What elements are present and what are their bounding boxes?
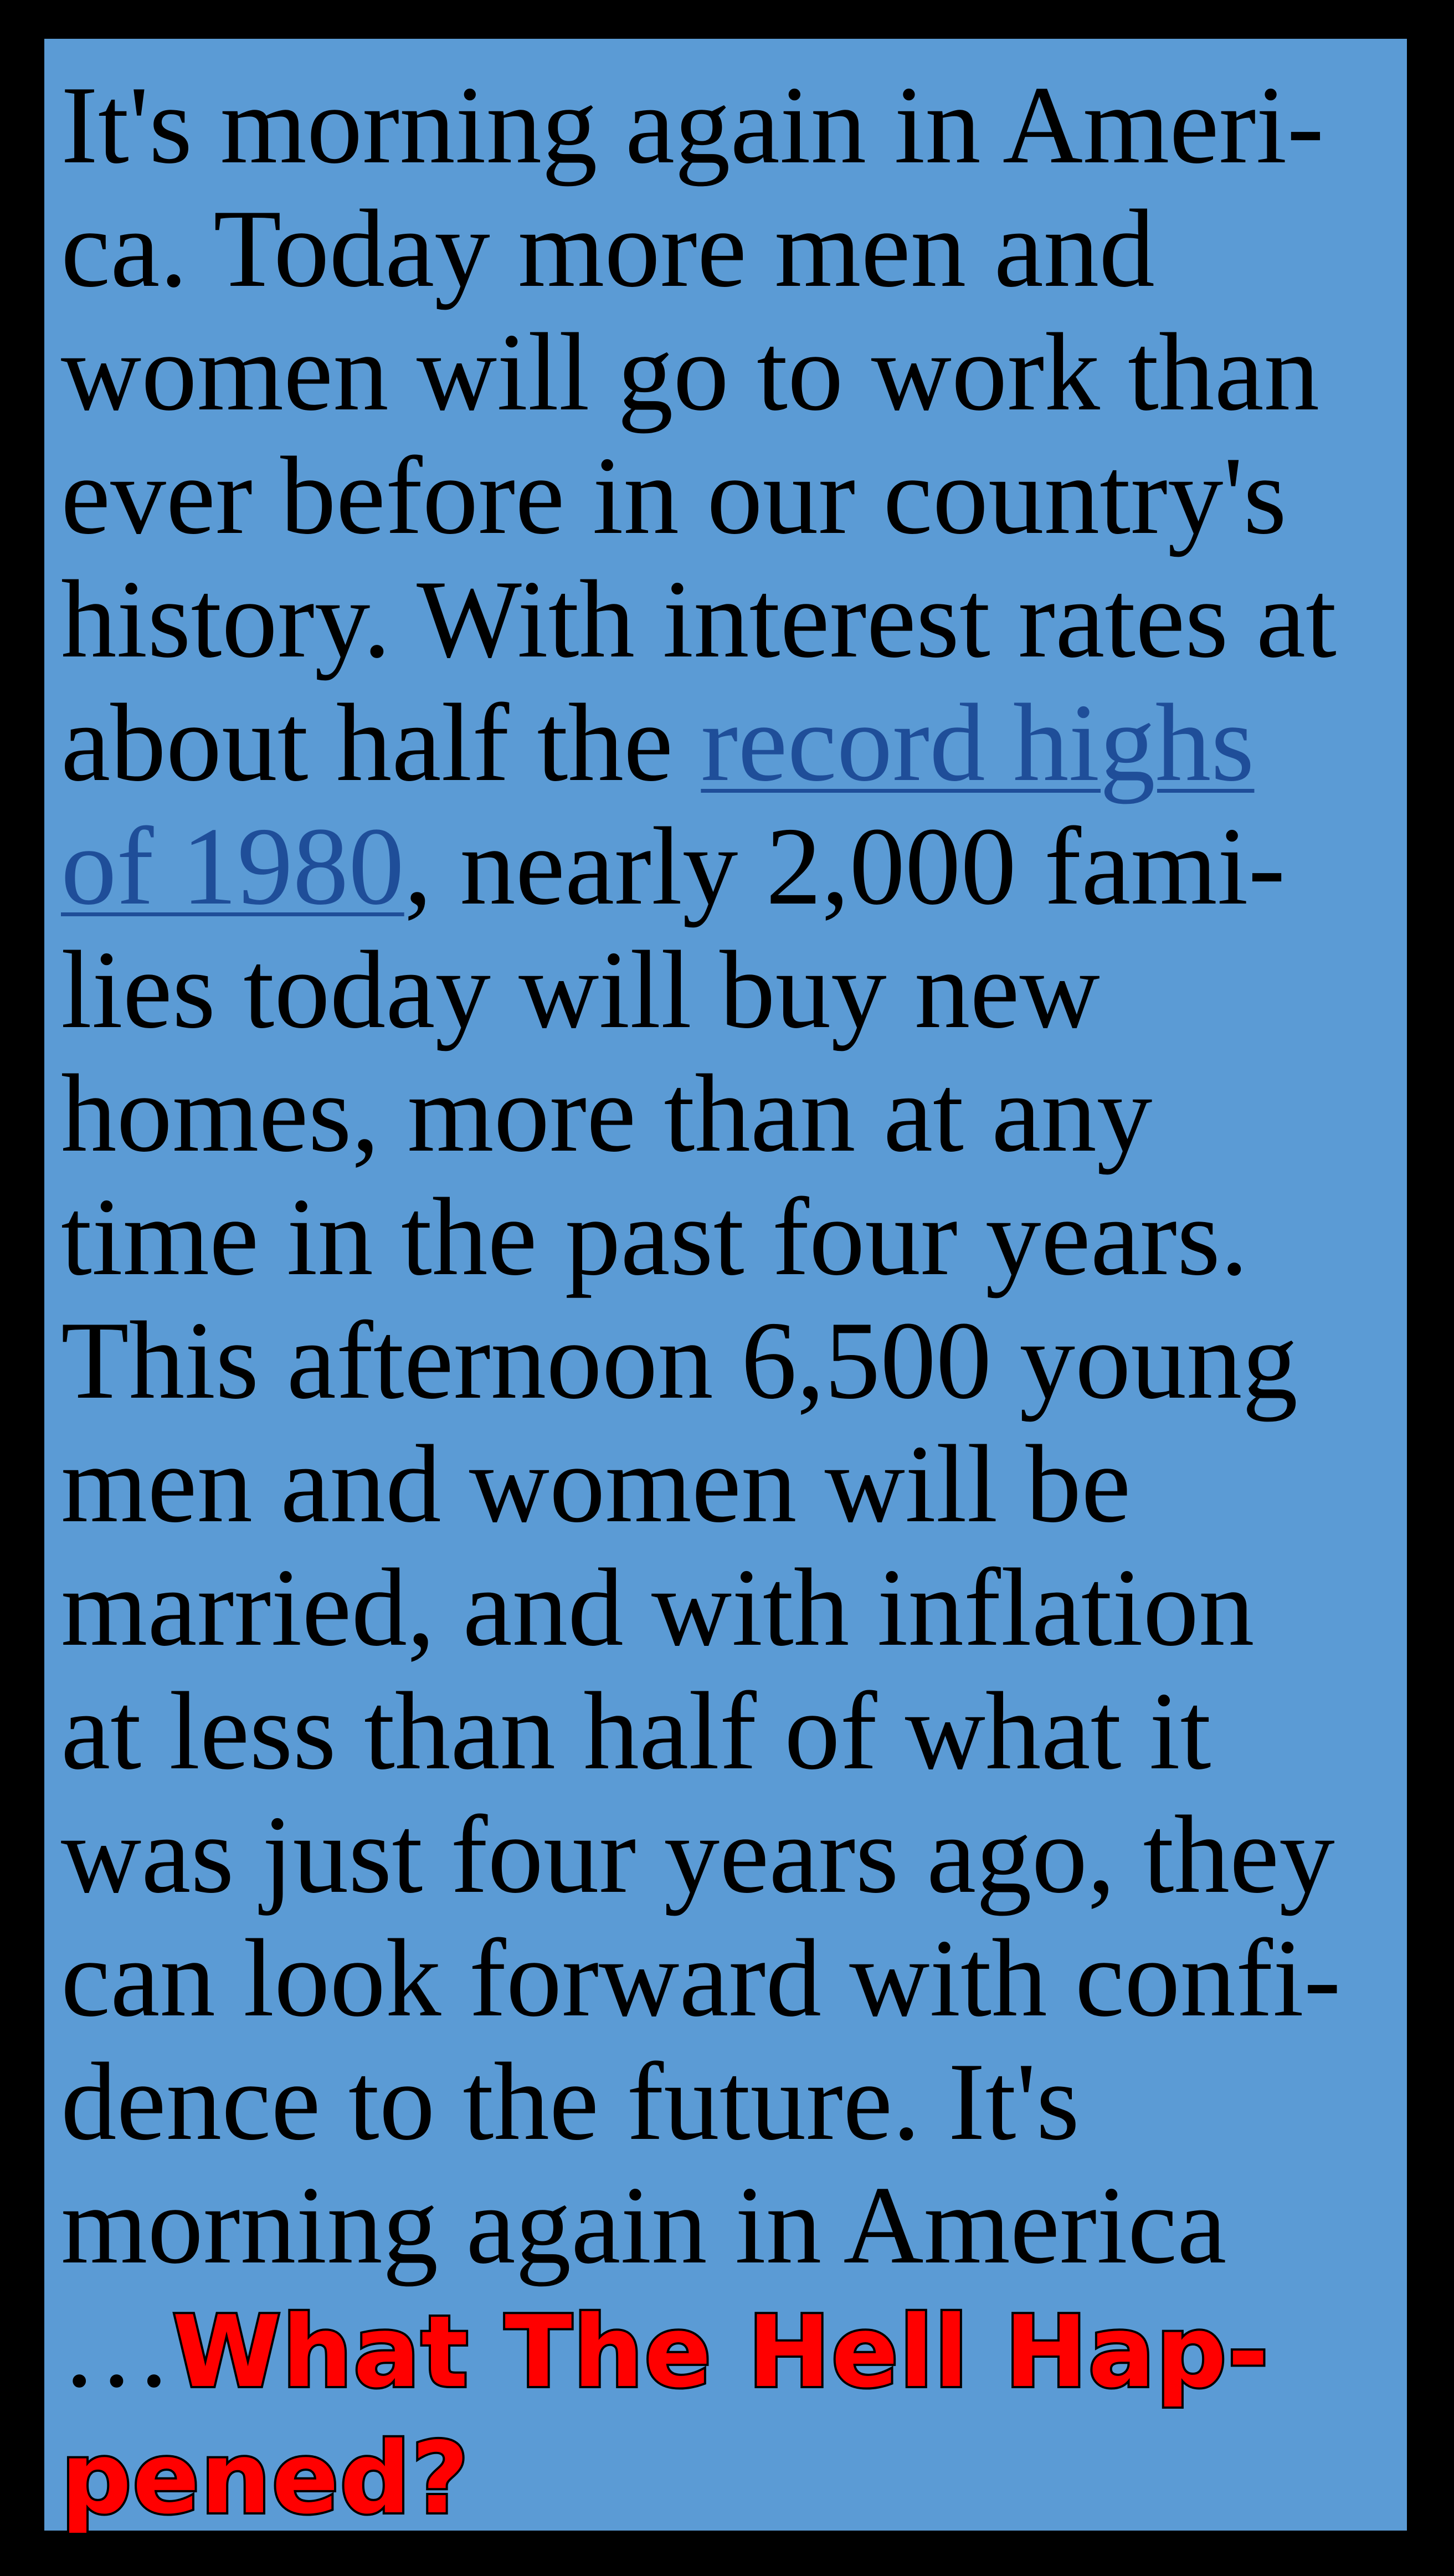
quote-fragment: about half the [61, 681, 701, 804]
quote-line: lies today will buy new [61, 928, 1100, 1051]
quote-text: It's morning again in Ameri- ca. Today m… [59, 64, 1435, 2540]
punchline-text-continued: pened? [59, 2419, 471, 2538]
quote-line: dence to the future. It's [61, 2040, 1080, 2163]
quote-line: at less than half of what it [61, 1670, 1211, 1793]
quote-line: This afternoon 6,500 young [61, 1299, 1298, 1422]
quote-line: of 1980, nearly 2,000 fami- [61, 805, 1435, 928]
quote-line: can look forward with confi- [61, 1917, 1341, 2040]
quote-line: about half the record highs [61, 681, 1435, 805]
quote-line: was just four years ago, they [61, 1793, 1335, 1916]
punchline-line: …What The Hell Hap- [61, 2287, 1435, 2414]
quote-line: ever before in our country's [61, 434, 1287, 557]
punchline-text: What The Hell Hap- [170, 2292, 1271, 2411]
quote-panel [44, 39, 1407, 2531]
record-highs-link-continued[interactable]: of 1980 [61, 805, 404, 928]
quote-line: morning again in America [61, 2164, 1227, 2287]
quote-line: time in the past four years. [61, 1176, 1249, 1299]
quote-fragment: , nearly 2,000 fami- [404, 805, 1286, 928]
record-highs-link[interactable]: record highs [701, 681, 1255, 804]
quote-line: homes, more than at any [61, 1052, 1153, 1175]
quote-line: history. With interest rates at [61, 558, 1337, 681]
quote-line: It's morning again in Ameri- [61, 64, 1324, 187]
quote-line: women will go to work than [61, 311, 1320, 434]
quote-line: married, and with inflation [61, 1546, 1255, 1669]
ellipsis: … [61, 2287, 172, 2410]
punchline-line: pened? [59, 2414, 1435, 2540]
quote-line: men and women will be [61, 1423, 1131, 1546]
quote-line: ca. Today more men and [61, 187, 1155, 310]
